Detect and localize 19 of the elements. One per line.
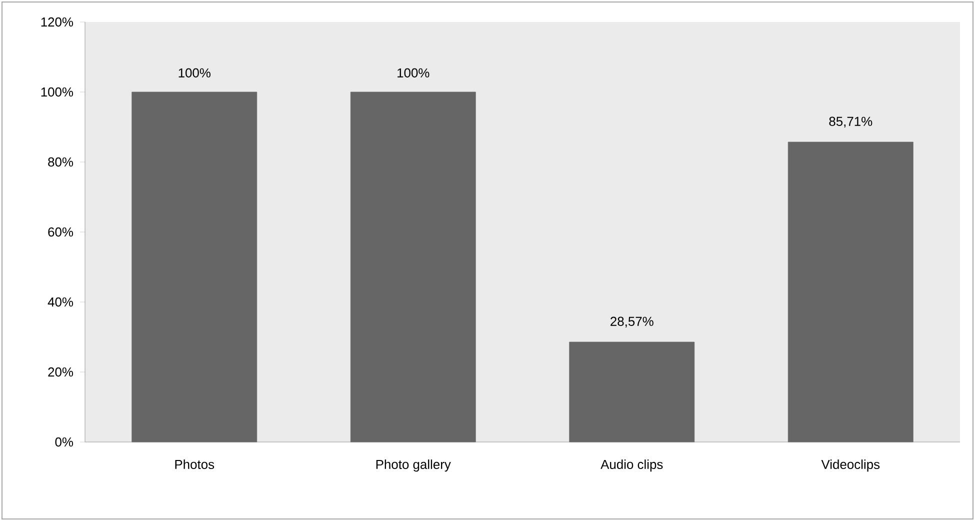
y-tick-label: 0% [55,437,74,447]
y-tick-label: 40% [48,297,74,307]
y-tick-label: 80% [48,157,74,167]
x-tick-label: Photos [175,460,214,470]
y-tick-label: 20% [48,367,74,377]
y-tick-label: 120% [41,17,74,27]
bar [569,342,695,442]
y-tick-label: 60% [48,227,74,237]
x-tick-label: Audio clips [600,460,663,472]
bar [788,142,914,442]
data-label: 100% [178,68,210,78]
bar [132,92,258,442]
x-tick-label: Photo gallery [376,460,451,472]
x-tick-label: Videoclips [821,460,880,472]
data-label: 100% [398,68,430,78]
data-label: 85,71% [829,116,872,128]
y-tick-label: 100% [41,87,74,97]
data-label: 28,57% [610,316,654,328]
bar [350,92,476,442]
